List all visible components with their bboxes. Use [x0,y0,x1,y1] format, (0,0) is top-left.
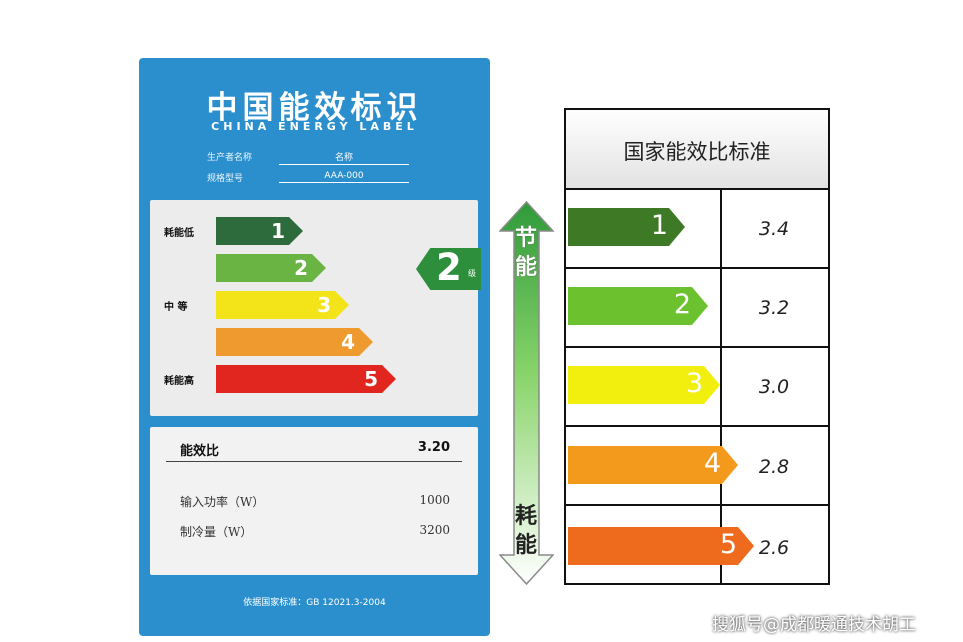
grade-arrow-5: 5 [216,365,396,393]
grade-arrow-3: 3 [216,291,349,319]
column-divider [720,188,722,583]
row-divider [566,425,828,427]
row-divider [566,504,828,506]
eer-label: 能效比 [180,444,220,459]
label-title: 中国能效标识 [206,90,423,126]
current-grade-suffix: 级 [468,269,476,278]
mid-label: 中 等 [164,302,188,313]
standard-reference: 依据国家标准：GB 12021.3-2004 [243,598,386,608]
grade-arrow-1: 1 [216,217,303,245]
table-value-2: 3.2 [758,297,790,319]
grade-arrow-4: 4 [216,328,373,356]
table-header: 国家能效比标准 [566,110,828,190]
table-grade-arrow-3: 3 [568,366,720,404]
grade-arrow-2: 2 [216,254,326,282]
watermark: 搜狐号@成都暖通技术胡工 [712,615,916,635]
row-divider [566,346,828,348]
current-grade-number: 2 [436,246,462,289]
table-value-1: 3.4 [758,218,790,240]
table-grade-arrow-5: 5 [568,527,754,565]
cooling-label: 制冷量（W） [180,525,253,539]
current-grade-badge: 2 级 [416,248,481,290]
table-value-3: 3.0 [758,376,790,398]
low-consumption-label: 耗能低 [164,228,194,239]
row-divider [566,267,828,269]
input-power-value: 1000 [419,493,450,507]
double-arrow-icon [499,201,554,585]
grade-panel: 耗能低 中 等 耗能高 1 2 3 4 5 2 级 [150,200,481,416]
high-consumption-label: 耗能高 [164,376,194,387]
cooling-value: 3200 [419,523,450,537]
divider [166,461,462,462]
input-power-label: 输入功率（W） [180,495,265,509]
table-grade-arrow-4: 4 [568,446,738,484]
consume-energy-text-1: 耗 [514,504,537,529]
model-label: 规格型号 [207,174,244,184]
label-subtitle: CHINA ENERGY LABEL [211,120,418,133]
value-panel: 能效比 3.20 输入功率（W） 1000 制冷量（W） 3200 [150,427,478,575]
energy-label-card: 中国能效标识 CHINA ENERGY LABEL 生产者名称 名称 规格型号 … [139,58,490,636]
eer-value: 3.20 [417,440,450,455]
table-grade-arrow-1: 1 [568,208,685,246]
table-title: 国家能效比标准 [623,140,771,164]
table-value-4: 2.8 [758,456,790,478]
standard-table: 国家能效比标准 1 3.4 2 3.2 3 3.0 4 2.8 5 2.6 [564,108,830,585]
save-energy-text-2: 能 [514,255,537,280]
producer-value: 名称 [279,150,409,165]
table-value-5: 2.6 [758,537,790,559]
producer-label: 生产者名称 [207,153,253,163]
save-energy-text-1: 节 [514,226,537,251]
consume-energy-text-2: 能 [514,533,537,558]
table-grade-arrow-2: 2 [568,287,708,325]
model-value: AAA-000 [279,171,409,183]
